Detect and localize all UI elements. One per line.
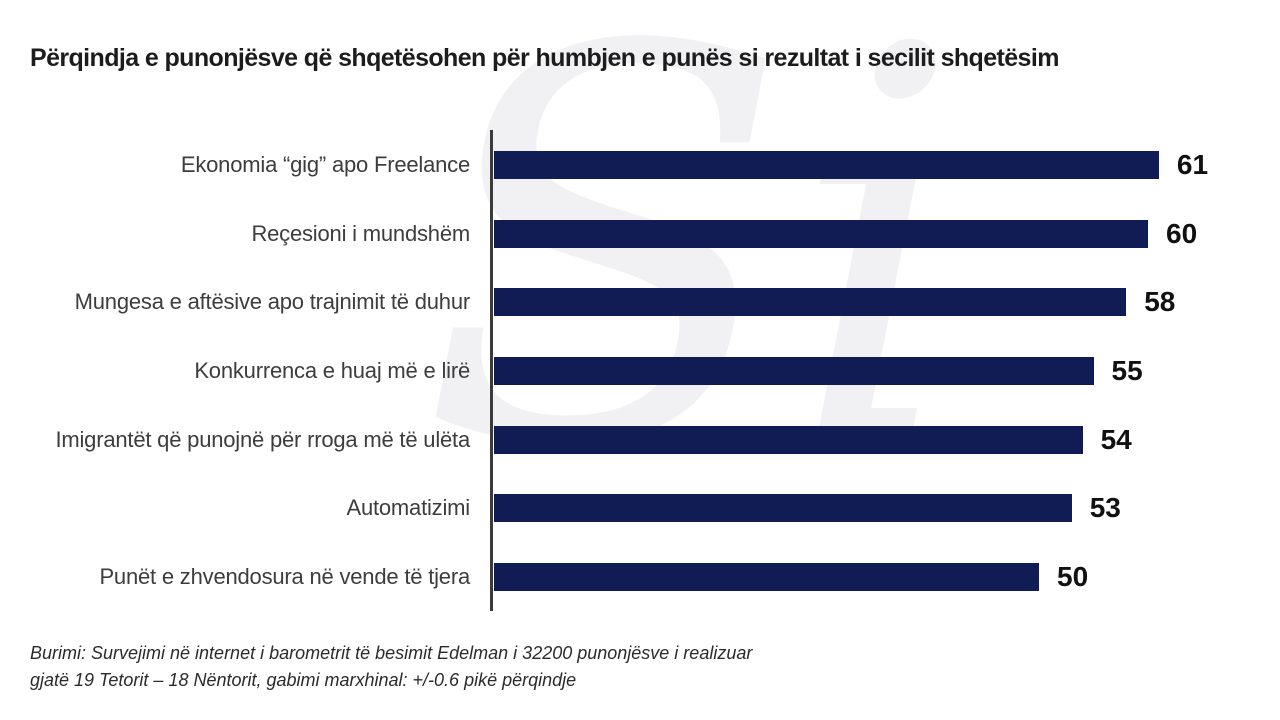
source-note-line2: gjatë 19 Tetorit – 18 Nëntorit, gabimi m…: [30, 670, 577, 690]
category-label: Ekonomia “gig” apo Freelance: [180, 152, 470, 178]
category-label: Punët e zhvendosura në vende të tjera: [99, 563, 470, 589]
bar: [494, 425, 1083, 454]
value-label: 50: [1057, 560, 1089, 592]
category-label: Konkurrenca e huaj më e lirë: [194, 357, 470, 383]
bar: [494, 562, 1039, 591]
chart-row: Reçesioni i mundshëm 60: [0, 200, 1280, 269]
category-label: Reçesioni i mundshëm: [251, 220, 470, 246]
bar: [494, 151, 1159, 180]
value-label: 58: [1144, 286, 1176, 318]
chart-row: Automatizimi 53: [0, 474, 1280, 543]
bar-chart: Ekonomia “gig” apo Freelance 61 Reçesion…: [0, 130, 1280, 611]
bar-wrap: 50: [494, 560, 1089, 592]
chart-row: Mungesa e aftësive apo trajnimit të duhu…: [0, 268, 1280, 337]
value-label: 54: [1100, 423, 1132, 455]
chart-row: Konkurrenca e huaj më e lirë 55: [0, 337, 1280, 406]
bar: [494, 356, 1094, 385]
chart-row: Imigrantët që punojnë për rroga më të ul…: [0, 405, 1280, 474]
bar-wrap: 61: [494, 149, 1209, 181]
page-title: Përqindja e punonjësve që shqetësohen pë…: [30, 44, 1059, 72]
chart-row: Punët e zhvendosura në vende të tjera 50: [0, 542, 1280, 611]
value-label: 60: [1166, 217, 1198, 249]
bar-wrap: 58: [494, 286, 1176, 318]
bar-wrap: 55: [494, 354, 1143, 386]
value-label: 61: [1176, 149, 1209, 181]
source-note: Burimi: Survejimi në internet i barometr…: [30, 640, 752, 694]
bar: [494, 219, 1148, 248]
bar: [494, 288, 1127, 317]
source-note-line1: Burimi: Survejimi në internet i barometr…: [30, 643, 753, 663]
category-label: Automatizimi: [346, 495, 470, 521]
chart-rows: Ekonomia “gig” apo Freelance 61 Reçesion…: [0, 131, 1280, 611]
y-axis-line: [490, 130, 493, 611]
chart-row: Ekonomia “gig” apo Freelance 61: [0, 131, 1280, 200]
bar-wrap: 54: [494, 423, 1132, 455]
bar-wrap: 53: [494, 492, 1121, 524]
value-label: 55: [1111, 354, 1143, 386]
bar-wrap: 60: [494, 217, 1198, 249]
value-label: 53: [1089, 492, 1121, 524]
bar: [494, 494, 1072, 523]
category-label: Mungesa e aftësive apo trajnimit të duhu…: [74, 289, 471, 315]
category-label: Imigrantët që punojnë për rroga më të ul…: [55, 426, 470, 452]
